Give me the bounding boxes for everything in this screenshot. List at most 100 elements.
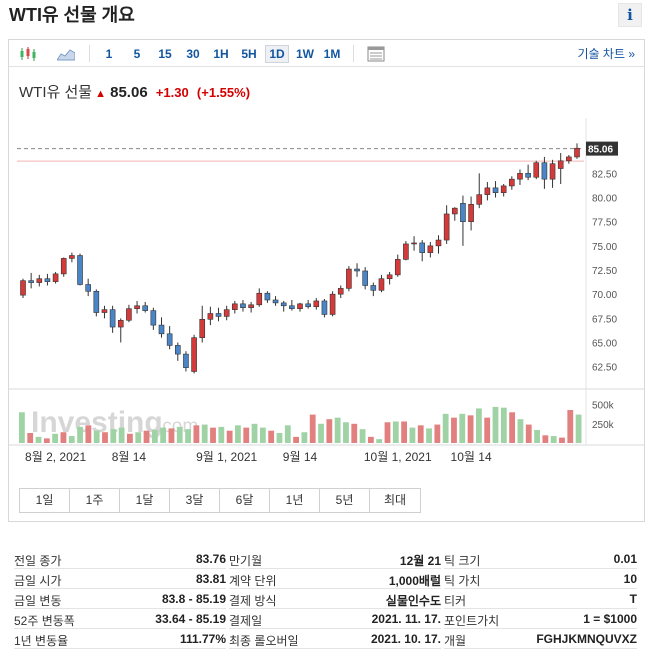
stat-label: 틱 가치 [444, 574, 481, 588]
volume-bar [575, 414, 582, 443]
range-1d-button[interactable]: 1일 [20, 489, 70, 512]
candle-body [20, 280, 26, 296]
stat-row: 결제 방식 실물인수도 [229, 589, 441, 609]
candle-body [533, 162, 540, 178]
volume-bar [517, 419, 524, 443]
stat-row: 금일 변동 83.8 - 85.19 [14, 589, 226, 609]
candle-body [36, 278, 43, 283]
candlestick-icon[interactable] [19, 46, 37, 62]
stat-label: 계약 단위 [229, 574, 277, 588]
info-icon[interactable]: i [618, 3, 642, 27]
candle-body [509, 178, 515, 187]
candle-body [272, 299, 279, 304]
volume-bar [500, 407, 507, 443]
period-15-button[interactable]: 15 [158, 47, 172, 61]
range-3m-button[interactable]: 3달 [170, 489, 220, 512]
stat-label: 개월 [444, 634, 467, 648]
volume-bar [318, 423, 324, 443]
period-1m-button[interactable]: 1M [323, 47, 341, 61]
toolbar-divider [353, 45, 354, 62]
y-tick-label: 65.00 [592, 339, 617, 350]
candle-body [256, 292, 263, 306]
candle-body [158, 324, 165, 335]
area-chart-icon[interactable] [57, 46, 75, 62]
range-max-button[interactable]: 최대 [370, 489, 420, 512]
y-tick-label: 62.50 [592, 363, 617, 374]
range-1y-button[interactable]: 1년 [270, 489, 320, 512]
candle-body [427, 245, 434, 253]
volume-bar [509, 412, 516, 443]
candle-body [166, 333, 173, 346]
table-view-icon[interactable] [367, 46, 385, 62]
period-5h-button[interactable]: 5H [241, 47, 257, 61]
volume-bar [525, 424, 532, 443]
volume-bar [201, 424, 208, 443]
volume-bar [492, 406, 499, 443]
stat-row: 틱 크기 0.01 [444, 549, 637, 569]
stat-label: 만기월 [229, 554, 263, 568]
candle-body [183, 353, 189, 368]
stat-row: 틱 가치 10 [444, 569, 637, 589]
stat-value: 111.77% [179, 632, 226, 646]
period-1h-button[interactable]: 1H [213, 47, 229, 61]
volume-bar [484, 417, 491, 443]
stat-value: 83.81 [195, 572, 226, 586]
candle-body [574, 147, 580, 158]
stat-row: 52주 변동폭 33.64 - 85.19 [14, 609, 226, 629]
range-6m-button[interactable]: 6달 [220, 489, 270, 512]
range-1m-button[interactable]: 1달 [120, 489, 170, 512]
candle-body [215, 313, 222, 317]
stat-label: 결제일 [229, 614, 263, 628]
volume-bar [143, 430, 150, 443]
candle-body [60, 258, 67, 275]
volume-bar [334, 417, 341, 443]
last-price-badge [586, 141, 618, 156]
stats-column-3: 틱 크기 0.01 틱 가치 10 티커 T 포인트가치 1 = $1000 개월 FGH… [444, 549, 637, 649]
volume-bar [284, 425, 291, 443]
volume-bar [35, 436, 42, 443]
instrument-name: WTI유 선물 [19, 84, 93, 101]
stat-value: 12월 21 [399, 554, 441, 568]
y-tick-label: 80.00 [592, 194, 617, 205]
period-1w-button[interactable]: 1W [296, 47, 314, 61]
stat-label: 금일 변동 [14, 594, 62, 608]
candle-body [101, 309, 108, 313]
volume-bar [27, 433, 34, 443]
technical-chart-link[interactable]: 기술 차트 » [577, 47, 635, 61]
candle-body [134, 305, 140, 309]
last-price: 85.06 [110, 84, 148, 101]
price-change: +1.30 [155, 85, 189, 100]
volume-bar [459, 413, 466, 443]
stat-label: 포인트가치 [444, 614, 500, 628]
period-1d-button[interactable]: 1D [265, 45, 289, 63]
volume-bar [376, 439, 383, 443]
volume-bar [102, 432, 108, 443]
range-1w-button[interactable]: 1주 [70, 489, 120, 512]
stats-column-1: 전일 종가 83.76 금일 시가 83.81 금일 변동 83.8 - 85.19 … [14, 549, 226, 649]
candle-body [378, 278, 385, 291]
stat-label: 52주 변동폭 [14, 614, 75, 628]
x-tick-label: 8월 2, 2021 [25, 450, 86, 464]
stat-value: T [629, 592, 637, 606]
volume-bar [351, 423, 358, 443]
toolbar-divider [89, 45, 90, 62]
volume-bar [110, 429, 117, 443]
stat-row: 포인트가치 1 = $1000 [444, 609, 637, 629]
stat-row: 만기월 12월 21 [229, 549, 441, 569]
candle-body [117, 319, 124, 328]
range-selector: 1일 1주 1달 3달 6달 1년 5년 최대 [19, 488, 421, 513]
period-5-button[interactable]: 5 [133, 47, 141, 61]
volume-bar [475, 408, 482, 443]
stat-row: 금일 시가 83.81 [14, 569, 226, 589]
price-chart: Investing .com 62.5065.0067.5070.0072.50… [9, 118, 644, 464]
range-5y-button[interactable]: 5년 [320, 489, 370, 512]
candle-body [85, 284, 91, 292]
volume-bar [185, 429, 191, 443]
candle-body [451, 207, 458, 215]
candle-body [142, 305, 149, 311]
volume-bar [235, 425, 241, 443]
volume-bar [218, 426, 225, 443]
period-30-button[interactable]: 30 [186, 47, 200, 61]
period-1-button[interactable]: 1 [105, 47, 113, 61]
volume-bar [301, 432, 308, 443]
